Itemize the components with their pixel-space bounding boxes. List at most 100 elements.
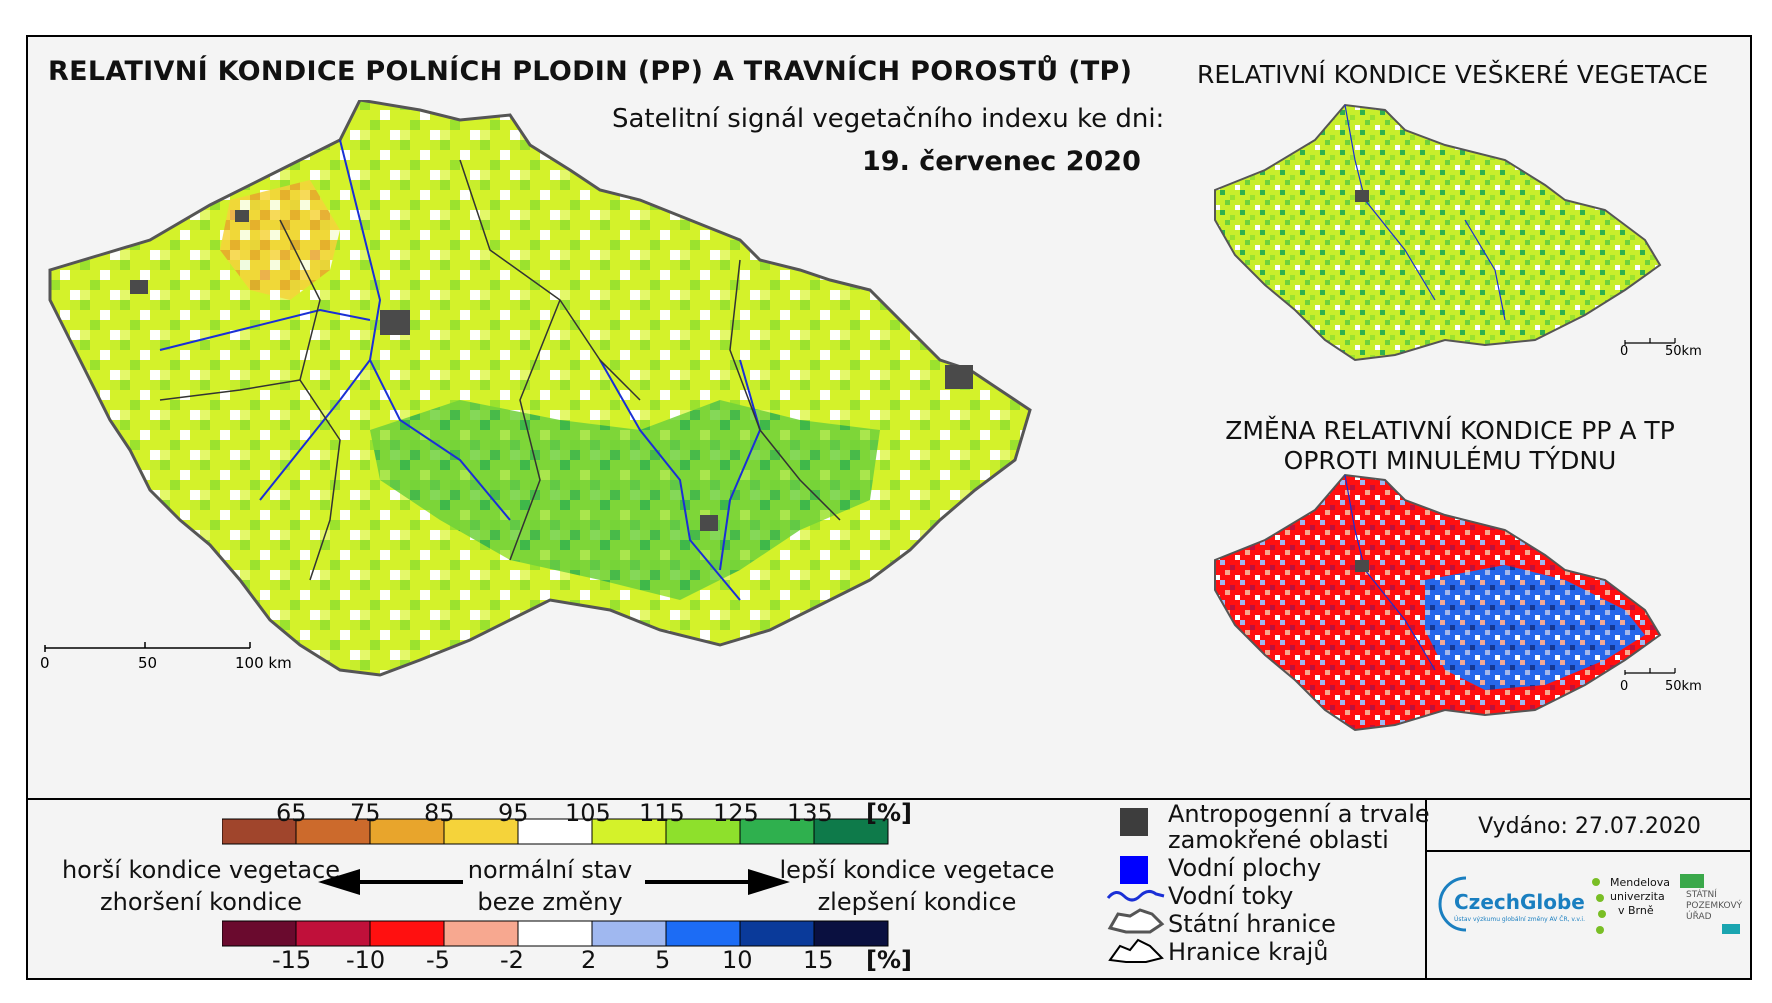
main-title: RELATIVNÍ KONDICE POLNÍCH PLODIN (PP) A … <box>48 56 1133 87</box>
cond-unit: [%] <box>866 799 912 827</box>
spu-line1: STÁTNÍ <box>1686 890 1717 900</box>
state-border-label: Státní hranice <box>1168 910 1336 938</box>
rivers-label: Vodní toky <box>1168 882 1294 910</box>
chg-tick: 10 <box>722 946 753 974</box>
change-swatch <box>739 920 815 947</box>
chg-tick: -15 <box>272 946 312 974</box>
main-scalebar-50: 50 <box>138 654 157 672</box>
state-border-symbol-icon <box>1107 908 1165 934</box>
worse-label-2: zhoršení kondice <box>100 888 302 916</box>
condition-swatch <box>517 818 593 845</box>
condition-swatch <box>665 818 741 845</box>
all-vegetation-map: 0 50km <box>1214 103 1702 362</box>
small-scalebar-0-bottom: 0 <box>1620 679 1628 694</box>
condition-swatch <box>221 818 297 845</box>
condition-swatch <box>813 818 889 845</box>
cond-tick: 95 <box>498 799 529 827</box>
region-borders <box>159 159 841 581</box>
anthropogenic-symbol-icon <box>1120 808 1148 836</box>
worse-label-1: horší kondice vegetace <box>61 856 341 884</box>
small-scalebar-50-bottom: 50km <box>1665 679 1702 694</box>
cond-tick: 75 <box>350 799 381 827</box>
change-map: 0 50km <box>1214 473 1702 732</box>
cond-tick: 105 <box>565 799 611 827</box>
chg-tick: 2 <box>581 946 597 974</box>
czechglobe-arc-icon <box>1438 876 1467 932</box>
legend-divider <box>26 798 1752 800</box>
cond-tick: 85 <box>424 799 455 827</box>
chg-unit: [%] <box>866 946 912 974</box>
date-label: 19. červenec 2020 <box>862 146 1141 177</box>
mendel-logo: Mendelova univerzita v Brně <box>1590 876 1670 946</box>
change-swatch <box>517 920 593 947</box>
chg-tick: 15 <box>803 946 834 974</box>
right-arrow-icon <box>645 869 790 895</box>
condition-ticks: 65 75 85 95 105 115 125 135 [%] <box>226 799 966 827</box>
change-color-bar <box>221 920 889 947</box>
condition-legend <box>221 818 892 845</box>
change-swatch <box>221 920 297 947</box>
spu-teal-block-icon <box>1722 924 1740 934</box>
spu-line3: ÚŘAD <box>1686 912 1712 922</box>
chg-tick: -5 <box>426 946 450 974</box>
change-swatch <box>295 920 371 947</box>
change-swatch <box>591 920 667 947</box>
change-swatch <box>665 920 741 947</box>
right-bottom-title-2: OPROTI MINULÉMU TÝDNU <box>1283 446 1617 475</box>
left-arrow-icon <box>318 869 463 895</box>
right-bottom-title-1: ZMĚNA RELATIVNÍ KONDICE PP A TP <box>1225 416 1675 445</box>
czechglobe-subtext: Ústav výzkumu globální změny AV ČR, v.v.… <box>1454 916 1585 923</box>
change-swatch <box>443 920 519 947</box>
normal-label-1: normální stav <box>467 856 633 884</box>
condition-swatch <box>591 818 667 845</box>
chg-tick: 5 <box>655 946 671 974</box>
mendel-line3: v Brně <box>1618 904 1654 917</box>
condition-swatch <box>739 818 815 845</box>
river-symbol-icon <box>1106 889 1165 902</box>
small-scalebar-0-top: 0 <box>1620 344 1628 359</box>
czechglobe-text: CzechGlobe <box>1454 890 1585 914</box>
czechglobe-logo: CzechGlobe Ústav výzkumu globální změny … <box>1434 870 1585 940</box>
better-label-1: lepší kondice vegetace <box>779 856 1055 884</box>
main-scalebar <box>44 642 251 652</box>
cond-tick: 115 <box>639 799 685 827</box>
change-swatch <box>369 920 445 947</box>
rivers <box>159 139 762 601</box>
issued-date: Vydáno: 27.07.2020 <box>1478 814 1701 839</box>
cond-tick: 65 <box>276 799 307 827</box>
mendel-line1: Mendelova <box>1610 876 1671 889</box>
mendel-line2: univerzita <box>1610 890 1665 903</box>
legend-right-divider <box>1425 798 1427 980</box>
change-swatch <box>813 920 889 947</box>
main-scalebar-0: 0 <box>40 654 50 672</box>
main-condition-map: 0 50 100 km <box>40 100 1032 677</box>
water-body-symbol-icon <box>1120 856 1148 884</box>
cond-tick: 135 <box>787 799 833 827</box>
spu-line2: POZEMKOVÝ <box>1686 901 1743 911</box>
spu-logo: STÁTNÍ POZEMKOVÝ ÚŘAD <box>1676 874 1746 944</box>
urban-areas <box>130 210 973 531</box>
anthropogenic-label-1: Antropogenní a trvale <box>1168 800 1430 828</box>
chg-tick: -10 <box>346 946 386 974</box>
condition-swatch <box>295 818 371 845</box>
change-ticks: -15 -10 -5 -2 2 5 10 15 [%] <box>226 946 966 974</box>
main-scalebar-100: 100 km <box>235 654 292 672</box>
right-top-title: RELATIVNÍ KONDICE VEŠKERÉ VEGETACE <box>1197 60 1709 89</box>
change-legend <box>221 920 892 947</box>
signal-label: Satelitní signál vegetačního indexu ke d… <box>612 104 1165 134</box>
issued-divider <box>1425 850 1752 852</box>
region-border-label: Hranice krajů <box>1168 938 1329 966</box>
region-border-symbol-icon <box>1108 938 1164 963</box>
chg-tick: -2 <box>500 946 524 974</box>
better-label-2: zlepšení kondice <box>817 888 1017 916</box>
mendel-dots-icon <box>1592 878 1606 934</box>
anthropogenic-label-2: zamokřené oblasti <box>1168 826 1389 854</box>
condition-color-bar <box>221 818 889 845</box>
normal-label-2: beze změny <box>477 888 623 916</box>
spu-green-block-icon <box>1680 874 1704 888</box>
condition-swatch <box>443 818 519 845</box>
czech-outline <box>48 100 1032 677</box>
small-scalebar-50-top: 50km <box>1665 344 1702 359</box>
water-bodies-label: Vodní plochy <box>1168 854 1322 882</box>
cond-tick: 125 <box>713 799 759 827</box>
